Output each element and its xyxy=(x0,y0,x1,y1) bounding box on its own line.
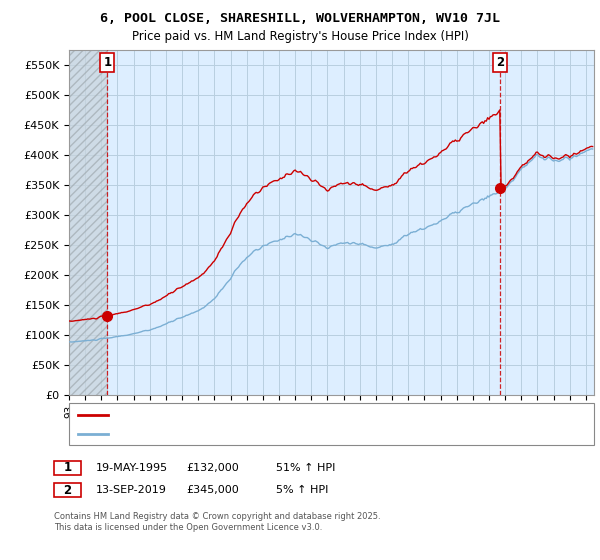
Text: 2: 2 xyxy=(64,483,71,497)
Bar xyxy=(69,50,107,395)
Text: 1: 1 xyxy=(64,461,71,474)
Text: 13-SEP-2019: 13-SEP-2019 xyxy=(96,485,167,495)
Text: £345,000: £345,000 xyxy=(186,485,239,495)
Text: Contains HM Land Registry data © Crown copyright and database right 2025.
This d: Contains HM Land Registry data © Crown c… xyxy=(54,512,380,532)
Text: 2: 2 xyxy=(496,56,505,69)
Text: 1: 1 xyxy=(103,56,112,69)
Text: 6, POOL CLOSE, SHARESHILL, WOLVERHAMPTON, WV10 7JL (detached house): 6, POOL CLOSE, SHARESHILL, WOLVERHAMPTON… xyxy=(114,410,493,420)
Text: Price paid vs. HM Land Registry's House Price Index (HPI): Price paid vs. HM Land Registry's House … xyxy=(131,30,469,43)
Text: HPI: Average price, detached house, South Staffordshire: HPI: Average price, detached house, Sout… xyxy=(114,430,389,439)
Text: 19-MAY-1995: 19-MAY-1995 xyxy=(96,463,168,473)
Text: 5% ↑ HPI: 5% ↑ HPI xyxy=(276,485,328,495)
Text: 51% ↑ HPI: 51% ↑ HPI xyxy=(276,463,335,473)
Text: £132,000: £132,000 xyxy=(186,463,239,473)
Text: 6, POOL CLOSE, SHARESHILL, WOLVERHAMPTON, WV10 7JL: 6, POOL CLOSE, SHARESHILL, WOLVERHAMPTON… xyxy=(100,12,500,25)
